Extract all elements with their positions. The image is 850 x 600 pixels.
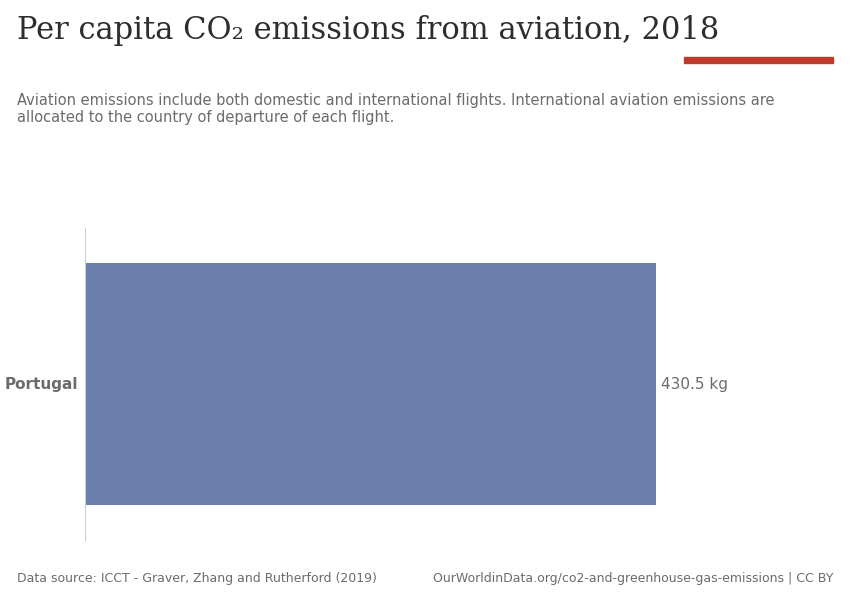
Bar bbox=[684, 58, 833, 63]
Text: Data source: ICCT - Graver, Zhang and Rutherford (2019): Data source: ICCT - Graver, Zhang and Ru… bbox=[17, 572, 377, 585]
Text: Portugal: Portugal bbox=[5, 377, 78, 391]
Text: OurWorldinData.org/co2-and-greenhouse-gas-emissions | CC BY: OurWorldinData.org/co2-and-greenhouse-ga… bbox=[433, 572, 833, 585]
Text: Our World
in Data: Our World in Data bbox=[725, 15, 792, 45]
Text: Per capita CO₂ emissions from aviation, 2018: Per capita CO₂ emissions from aviation, … bbox=[17, 15, 719, 46]
Bar bbox=[85, 263, 656, 505]
Text: 430.5 kg: 430.5 kg bbox=[661, 377, 728, 391]
Text: Aviation emissions include both domestic and international flights. Internationa: Aviation emissions include both domestic… bbox=[17, 93, 774, 125]
